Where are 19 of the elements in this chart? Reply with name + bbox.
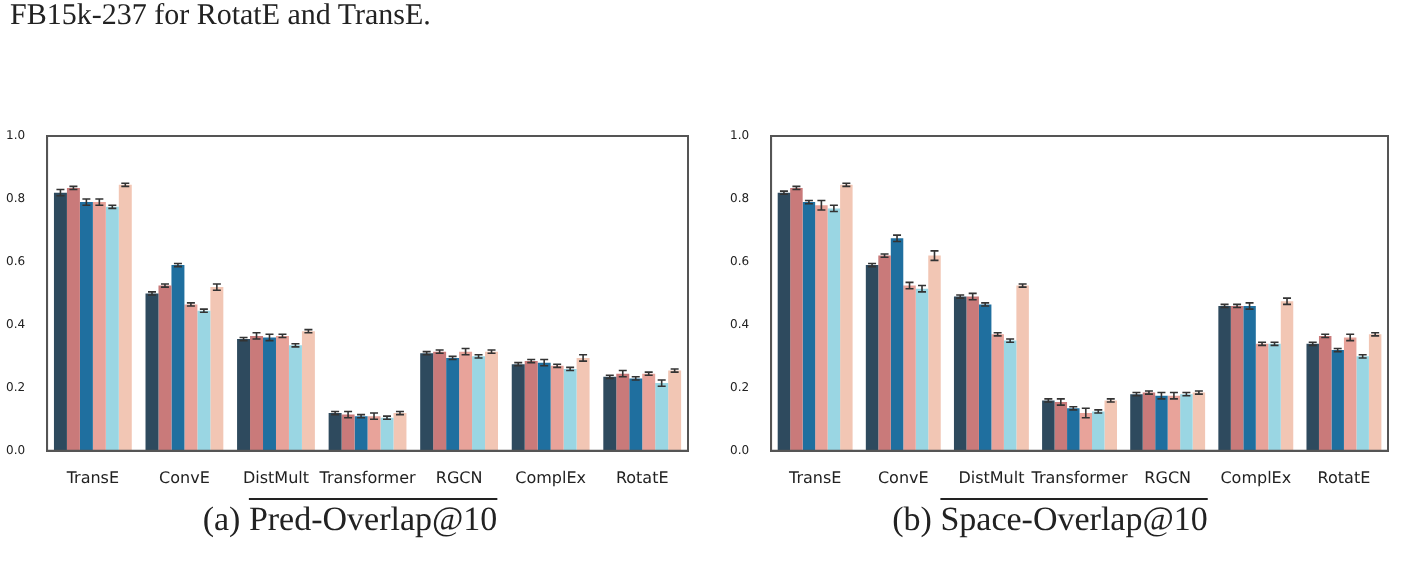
x-tick-label: RotatE	[1317, 468, 1371, 487]
x-tick-label: Transformer	[1029, 468, 1129, 487]
x-tick-label: Transformer	[317, 468, 417, 487]
x-tick-label: TransE	[786, 468, 842, 487]
x-tick-label: ComplEx	[1220, 468, 1292, 487]
x-tick-label: RGCN	[435, 468, 483, 487]
x-tick-label: DistMult	[242, 468, 310, 487]
x-tick-label: RotatE	[615, 468, 669, 487]
text: (a)	[202, 500, 241, 538]
chart-title: FB15k-237 for RotatE and TransE.	[10, 0, 431, 34]
x-tick-label: ConvE	[877, 468, 929, 487]
text: (b)	[892, 500, 932, 538]
x-tick-label: ConvE	[159, 468, 210, 487]
text: Pred-Overlap@10	[248, 500, 498, 538]
x-tick-label: RGCN	[1144, 468, 1192, 487]
x-tick-label: ComplEx	[515, 468, 587, 487]
x-tick-label: TransE	[64, 468, 120, 487]
x-tick-label: DistMult	[958, 468, 1025, 487]
text: Space-Overlap@10	[940, 500, 1208, 538]
